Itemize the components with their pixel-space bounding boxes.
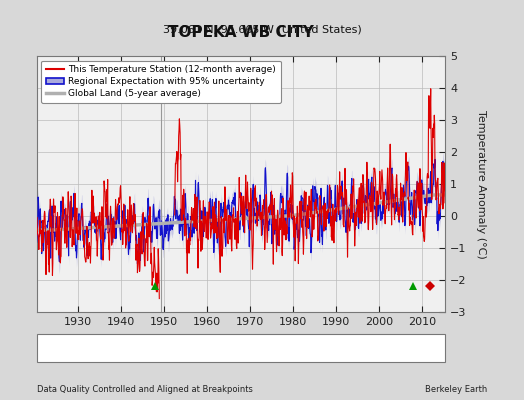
Legend: This Temperature Station (12-month average), Regional Expectation with 95% uncer: This Temperature Station (12-month avera… <box>41 60 280 103</box>
Title: TOPEKA WB CITY: TOPEKA WB CITY <box>168 24 314 40</box>
Text: Berkeley Earth: Berkeley Earth <box>425 385 487 394</box>
Text: Data Quality Controlled and Aligned at Breakpoints: Data Quality Controlled and Aligned at B… <box>37 385 253 394</box>
Y-axis label: Temperature Anomaly (°C): Temperature Anomaly (°C) <box>476 110 486 258</box>
Legend: Station Move, Record Gap, Time of Obs. Change, Empirical Break: Station Move, Record Gap, Time of Obs. C… <box>72 340 410 358</box>
Text: 39.061 N, 95.665 W (United States): 39.061 N, 95.665 W (United States) <box>162 24 362 34</box>
